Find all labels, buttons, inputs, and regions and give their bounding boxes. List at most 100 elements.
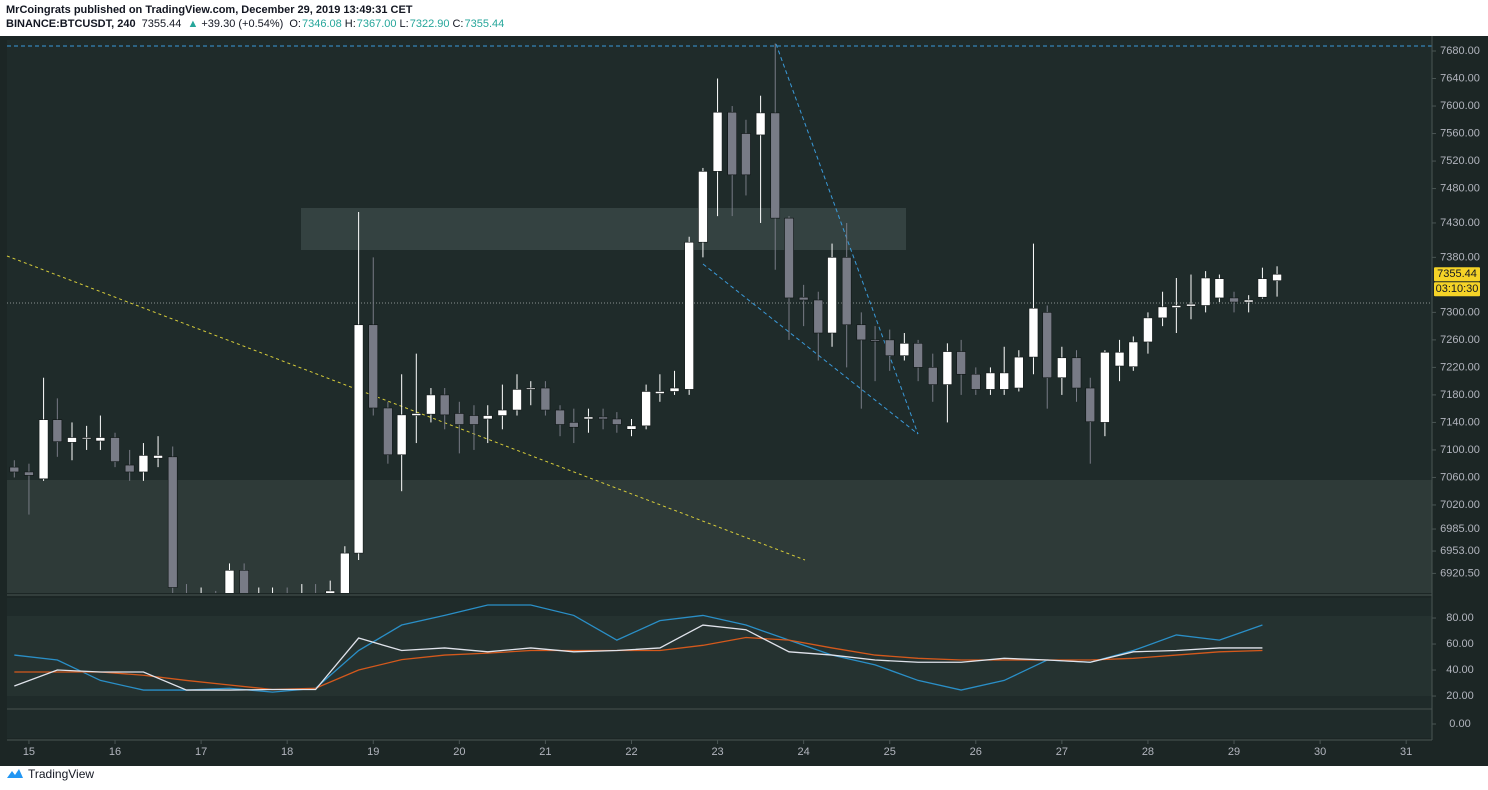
ohlc-value: 7346.08 — [302, 18, 342, 30]
change: +39.30 (+0.54%) — [201, 18, 284, 30]
candle-body — [439, 394, 450, 416]
candle-body — [956, 351, 966, 375]
candle-body — [884, 339, 895, 357]
candle-body — [1200, 277, 1211, 306]
candle-body — [512, 389, 522, 411]
ohlc-value: 7322.90 — [409, 18, 450, 30]
ohlc-label: C: — [452, 18, 464, 30]
candle-body — [612, 418, 622, 425]
header: MrCoingrats published on TradingView.com… — [6, 3, 510, 31]
candle-body — [95, 437, 106, 442]
candle-body — [9, 466, 20, 473]
candle-body — [899, 343, 910, 357]
rsi-band — [7, 616, 1432, 696]
candle-body — [81, 437, 92, 440]
candle-body — [784, 217, 794, 299]
x-tick-label: 30 — [1314, 746, 1326, 758]
candle-body — [1100, 351, 1110, 423]
candle-body — [1171, 305, 1182, 308]
candle-body — [1214, 278, 1225, 299]
x-tick-label: 22 — [625, 746, 637, 758]
candle-body — [569, 422, 579, 428]
last-price: 7355.44 — [141, 18, 182, 30]
x-tick-label: 19 — [367, 746, 379, 758]
candle-body — [1272, 273, 1282, 281]
ohlc-label: L: — [399, 18, 409, 30]
candle-body — [913, 343, 923, 368]
y-tick-label: 7520.00 — [1440, 155, 1480, 167]
candle-body — [497, 409, 508, 416]
candle-body — [583, 416, 594, 420]
candle-body — [741, 133, 751, 176]
candle-body — [1114, 351, 1125, 367]
ohlc-label: H: — [344, 18, 356, 30]
candle-body — [1257, 278, 1268, 298]
candle-body — [411, 413, 422, 416]
trend-line — [775, 43, 919, 435]
brand: TradingView — [28, 767, 95, 781]
candle-body — [1157, 306, 1168, 319]
candle-body — [426, 394, 436, 415]
rsi-lines — [14, 604, 1263, 693]
candle-body — [712, 111, 723, 172]
price-tag-label: 7355.44 — [1437, 268, 1477, 280]
x-tick-label: 26 — [970, 746, 982, 758]
candle-body — [870, 339, 880, 342]
candle-body — [1229, 297, 1239, 303]
candle-body — [669, 387, 680, 392]
macd-pane — [7, 710, 1432, 738]
y-tick-label: 7300.00 — [1440, 306, 1480, 318]
candle-body — [353, 324, 364, 554]
candle-body — [1243, 299, 1254, 303]
countdown-tag — [1434, 282, 1480, 297]
indicator-line — [14, 624, 1263, 691]
candle-body — [482, 415, 493, 420]
candle-body — [999, 372, 1009, 390]
candle-body — [454, 413, 465, 425]
countdown-label: 03:10:30 — [1436, 283, 1479, 295]
symbol: BINANCE:BTCUSDT, 240 — [6, 18, 136, 30]
candle-body — [598, 416, 608, 420]
y-tick-label: 7140.00 — [1440, 416, 1480, 428]
trend-line — [702, 263, 919, 435]
x-tick-label: 18 — [281, 746, 293, 758]
candle-body — [727, 111, 737, 176]
y-tick-label: 7260.00 — [1440, 334, 1480, 346]
candle-body — [698, 171, 708, 243]
y-tick-label: 0.00 — [1449, 718, 1470, 730]
y-tick-label: 7060.00 — [1440, 471, 1480, 483]
candles — [9, 43, 1282, 593]
y-tick-label: 80.00 — [1446, 612, 1474, 624]
x-tick-label: 29 — [1228, 746, 1240, 758]
y-tick-label: 6985.00 — [1440, 523, 1480, 535]
y-tick-label: 40.00 — [1446, 664, 1474, 676]
candle-body — [167, 456, 178, 588]
x-tick-label: 31 — [1400, 746, 1412, 758]
candle-body — [1028, 307, 1039, 358]
logo — [7, 769, 23, 778]
candle-body — [383, 407, 393, 456]
candle-body — [1186, 303, 1196, 307]
chart: 15 16 17 18 19 20 21 22 23 24 25 26 27 28 29 30 31 7680.0… — [0, 36, 1488, 766]
y-tick-label: 7560.00 — [1440, 127, 1480, 139]
axes: 15 16 17 18 19 20 21 22 23 24 25 26 27 28 29 30 31 7680.0… — [23, 45, 1480, 758]
candle-body — [813, 299, 824, 334]
candle-body — [239, 570, 249, 593]
y-tick-label: 60.00 — [1446, 638, 1474, 650]
y-tick-label: 7180.00 — [1440, 389, 1480, 401]
x-tick-label: 16 — [109, 746, 121, 758]
symbol-line: BINANCE:BTCUSDT, 240 7355.44 ▲ +39.30 (+0… — [6, 17, 510, 31]
candle-body — [1042, 312, 1053, 379]
candle-body — [38, 419, 49, 480]
candle-body — [626, 425, 637, 430]
ohlc-value: 7367.00 — [356, 18, 397, 30]
y-tick-label: 6953.00 — [1440, 545, 1480, 557]
x-tick-label: 15 — [23, 746, 35, 758]
candle-body — [798, 296, 809, 301]
candle-body — [1143, 317, 1153, 343]
y-tick-label: 7430.00 — [1440, 217, 1480, 229]
publish-line: MrCoingrats published on TradingView.com… — [6, 3, 510, 17]
x-tick-label: 23 — [711, 746, 723, 758]
candle-body — [655, 391, 665, 394]
ohlc-label: O: — [289, 18, 301, 30]
